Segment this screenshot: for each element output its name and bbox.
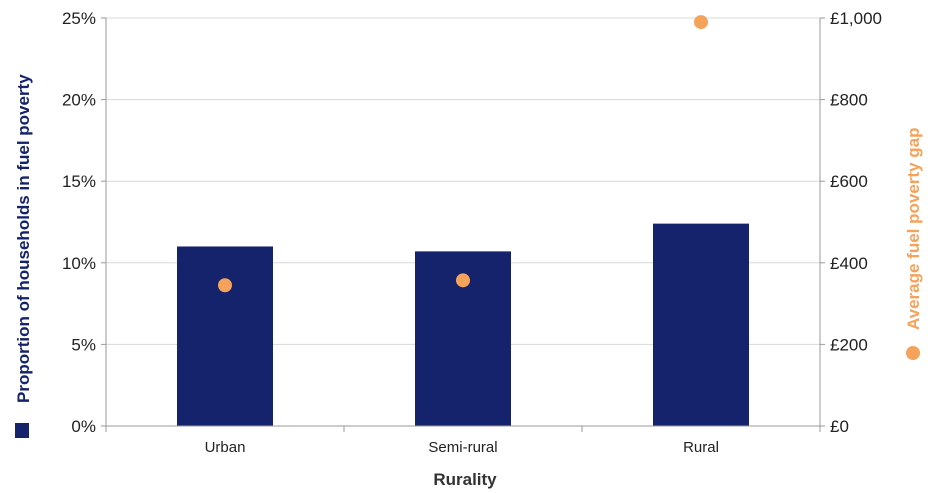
legend-dot-swatch: [906, 346, 920, 360]
right-tick-labels: £0 £200 £400 £600 £800 £1,000: [830, 9, 882, 436]
legend-bar-swatch: [15, 423, 29, 438]
x-axis-title: Rurality: [433, 470, 497, 489]
right-tick-label: £600: [830, 172, 868, 191]
bar: [653, 223, 749, 426]
right-axis-title: Average fuel poverty gap: [904, 128, 923, 331]
right-tick-label: £200: [830, 335, 868, 354]
left-tick-label: 10%: [62, 254, 96, 273]
right-tick-label: £0: [830, 417, 849, 436]
right-tick-label: £1,000: [830, 9, 882, 28]
dots: [218, 15, 708, 293]
left-tick-label: 15%: [62, 172, 96, 191]
left-tick-label: 20%: [62, 91, 96, 110]
right-tick-label: £800: [830, 91, 868, 110]
left-tick-label: 0%: [71, 417, 96, 436]
left-tick-label: 25%: [62, 9, 96, 28]
x-tick-labels: Urban Semi-rural Rural: [205, 439, 719, 456]
left-axis-title: Proportion of households in fuel poverty: [14, 74, 33, 403]
right-tick-label: £400: [830, 254, 868, 273]
point: [218, 278, 232, 293]
left-axis-title-group: Proportion of households in fuel poverty: [14, 74, 33, 438]
left-tick-label: 5%: [71, 335, 96, 354]
bar: [177, 246, 273, 426]
x-tick-label: Rural: [683, 439, 719, 456]
point: [456, 273, 470, 288]
x-tick-label: Urban: [205, 439, 246, 456]
bars: [177, 223, 749, 426]
point: [694, 15, 708, 30]
left-tick-labels: 0% 5% 10% 15% 20% 25%: [62, 9, 96, 436]
right-axis-title-group: Average fuel poverty gap: [904, 128, 923, 360]
x-tick-label: Semi-rural: [428, 439, 497, 456]
axes: [101, 17, 825, 432]
